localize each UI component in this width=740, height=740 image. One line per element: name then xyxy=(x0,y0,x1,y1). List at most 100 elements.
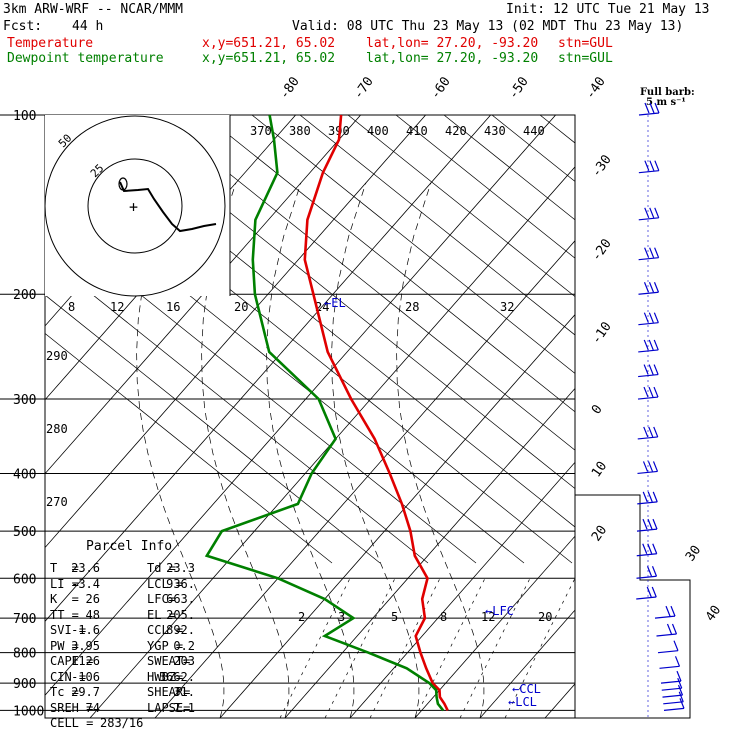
dry-adiabat-line xyxy=(45,217,477,564)
wind-barb-feather xyxy=(653,312,659,323)
wind-barb-staff xyxy=(663,707,685,711)
dewpoint-latlon: lat,lon= 27.20, -93.20 xyxy=(366,51,539,66)
wind-barb-staff xyxy=(656,633,677,637)
mixing-ratio-label: 5 xyxy=(391,610,398,624)
parcel-info-value: 0.2 xyxy=(173,638,195,653)
wind-barb-feather xyxy=(643,426,649,438)
parcel-info-key: SHEAR= xyxy=(147,685,191,699)
isotherm-line xyxy=(479,609,575,718)
wind-barb-feather xyxy=(671,623,678,635)
mixing-ratio-line xyxy=(459,578,531,718)
wind-barb-staff xyxy=(660,680,682,684)
parcel-info-value: 23.6 xyxy=(71,561,100,575)
moist-adiabat-line xyxy=(266,182,355,718)
parcel-info-key: Td = xyxy=(147,561,176,575)
wind-barb-feather xyxy=(676,670,682,682)
mixing-ratio-line xyxy=(414,578,486,718)
dry-adiabat-line xyxy=(636,115,740,563)
init-time: Init: 12 UTC Tue 21 May 13 xyxy=(506,2,710,17)
wind-barb-feather xyxy=(651,566,658,577)
wind-barb-feather xyxy=(647,461,654,472)
wind-barb-feather xyxy=(654,247,660,258)
wind-barb-feather xyxy=(652,461,659,472)
pressure-tick-label: 500 xyxy=(13,525,36,540)
forecast-value: 44 h xyxy=(72,19,104,34)
dry-adiabat-line xyxy=(491,115,575,182)
theta-label: 370 xyxy=(250,124,272,138)
isotherm-line xyxy=(0,115,36,718)
wind-barb-feather xyxy=(649,102,655,114)
isotherm-label: 30 xyxy=(683,543,704,564)
wind-barb-feather xyxy=(647,518,653,530)
hodograph-ring-inner xyxy=(87,158,183,254)
isotherm-line xyxy=(349,461,575,718)
wind-barb-feather xyxy=(654,207,660,219)
theta-label: 280 xyxy=(46,422,68,436)
parcel-info-value: 1126 xyxy=(71,654,100,668)
wind-barb-staff xyxy=(638,291,659,295)
parcel-info-key: TT = xyxy=(50,607,79,622)
dry-adiabat-line xyxy=(299,115,575,336)
parcel-info-key: LI = xyxy=(50,576,79,591)
parcel-info-value: 31. xyxy=(173,685,195,699)
el-marker: ←EL xyxy=(324,296,346,310)
isotherm-label: 10 xyxy=(589,459,610,480)
wind-barb-staff xyxy=(638,322,659,326)
wind-barb-feather xyxy=(653,364,659,375)
theta-label: 430 xyxy=(484,124,506,138)
parcel-info-key: SREH = xyxy=(50,700,94,715)
wind-barb-staff xyxy=(654,615,676,619)
isotherm-label: 40 xyxy=(703,603,724,624)
parcel-info-title: Parcel Info xyxy=(86,539,173,554)
parcel-info-value: 48 xyxy=(85,607,100,622)
dry-adiabat-line xyxy=(45,332,333,564)
barb-legend-unit: 5 m s⁻¹ xyxy=(646,97,686,108)
pressure-tick-label: 200 xyxy=(13,288,36,303)
mixing-ratio-line xyxy=(279,578,351,718)
parcel-info-key: T = xyxy=(50,561,79,575)
moist-adiabat-line xyxy=(201,182,290,718)
theta-label: 410 xyxy=(406,124,428,138)
isotherm-label: -50 xyxy=(506,74,532,102)
wind-barb-staff xyxy=(636,596,657,600)
wind-barb xyxy=(660,670,682,684)
parcel-info-value: 3662. xyxy=(158,669,195,684)
wind-barb-feather xyxy=(653,339,659,351)
parcel-info-key: SVI = xyxy=(50,623,87,637)
wind-barb-staff xyxy=(659,665,680,669)
wind-barb-staff xyxy=(638,257,659,261)
moist-adiabat-line xyxy=(396,182,485,718)
model-title: 3km ARW-WRF -- NCAR/MMM xyxy=(3,2,184,17)
pressure-tick-label: 700 xyxy=(13,612,36,627)
dry-adiabat-line xyxy=(251,115,575,374)
isotherm-label: -10 xyxy=(589,319,615,347)
wind-barbs xyxy=(636,102,685,718)
isotherm-line xyxy=(154,240,575,718)
wind-barb xyxy=(638,312,659,326)
parcel-info-value: -106 xyxy=(71,669,100,684)
wind-barb-feather xyxy=(678,691,684,703)
wind-barb xyxy=(661,677,683,691)
parcel-info-value: -1.6 xyxy=(71,623,100,637)
parcel-info-key: HWBZ= xyxy=(147,669,184,684)
wind-barb-feather xyxy=(642,518,648,530)
parcel-info-value: 892. xyxy=(166,623,195,637)
wind-barb xyxy=(663,691,684,705)
wind-barb-feather xyxy=(648,312,654,323)
pressure-tick-label: 1000 xyxy=(13,704,44,719)
speed-label: 8 xyxy=(68,300,75,314)
isotherm-label: 0 xyxy=(589,402,606,417)
valid-time: Valid: 08 UTC Thu 23 May 13 (02 MDT Thu … xyxy=(292,19,684,34)
wind-barb-feather xyxy=(665,605,671,617)
wind-barb-staff xyxy=(638,217,659,221)
parcel-info-value: 283/16 xyxy=(100,716,144,730)
wind-barb xyxy=(638,364,659,378)
theta-label: 420 xyxy=(445,124,467,138)
theta-label: 380 xyxy=(289,124,311,138)
ccl-marker: ←CCL xyxy=(512,682,541,696)
wind-barb-feather xyxy=(652,491,658,503)
wind-barb xyxy=(638,102,660,116)
wind-barb xyxy=(638,160,660,174)
wind-barb-feather xyxy=(648,386,654,398)
theta-label: 440 xyxy=(523,124,545,138)
